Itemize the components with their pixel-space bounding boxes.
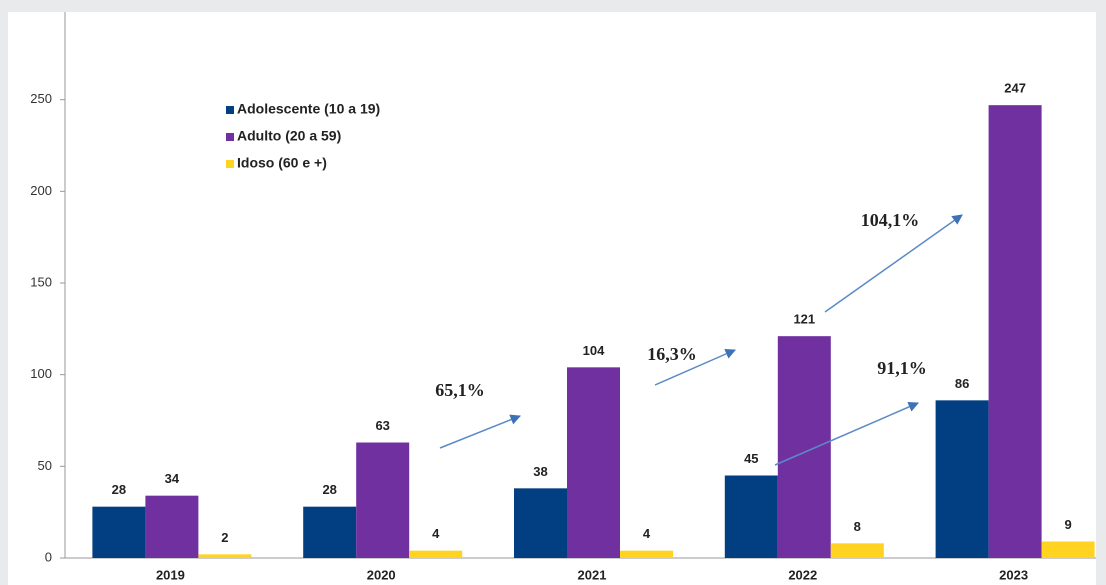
legend-swatch [226,160,234,168]
annotation: 104,1% [861,210,920,230]
bar [620,550,673,558]
value-label: 4 [432,526,440,541]
bar [935,400,989,558]
bar [988,105,1042,559]
legend-swatch [226,106,234,114]
arrow [824,214,963,313]
value-label: 2 [221,530,228,545]
bar [567,367,620,558]
legend-label: Adolescente (10 a 19) [237,101,380,117]
x-tick-label: 2019 [156,567,185,582]
bar [145,495,199,558]
value-label: 4 [643,526,651,541]
plot: 0 50 100 150 200 250 300 2019 28 34 2 2020 28 63 4 2021… [30,0,1096,582]
bar [514,488,567,558]
bar [409,550,463,558]
value-label: 28 [322,482,336,497]
value-label: 45 [744,451,758,466]
bar [92,506,146,558]
y-tick-label: 150 [30,274,52,289]
value-label: 86 [955,376,969,391]
y-tick-label: 250 [30,91,52,106]
bar [1041,541,1095,558]
bar [724,475,778,558]
bar [356,442,410,558]
y-tick-label: 200 [30,183,52,198]
bar [777,336,831,558]
value-label: 104 [583,343,605,358]
arrows [439,214,963,466]
bar [198,554,252,558]
annotation: 16,3% [647,344,697,364]
y-tick-label: 300 [30,0,52,14]
value-label: 34 [165,471,180,486]
bar [303,506,357,558]
y-tick-label: 100 [30,366,52,381]
x-tick-label: 2020 [367,567,396,582]
value-label: 38 [533,464,547,479]
arrow [774,401,919,466]
value-label: 121 [793,312,815,327]
x-tick-label: 2023 [999,567,1028,582]
value-label: 63 [375,418,389,433]
value-label: 247 [1004,81,1026,96]
legend-label: Adulto (20 a 59) [237,128,341,144]
bar [830,543,884,558]
annotation: 65,1% [435,380,485,400]
arrow [439,414,521,449]
x-tick-label: 2021 [578,567,607,582]
y-tick-label: 0 [45,549,52,564]
arrow [654,348,736,386]
legend-label: Idoso (60 e +) [237,155,327,171]
value-label: 28 [112,482,126,497]
x-tick-label: 2022 [788,567,817,582]
annotation: 91,1% [877,358,927,378]
value-label: 8 [854,519,861,534]
legend-swatch [226,133,234,141]
y-tick-label: 50 [38,458,52,473]
value-label: 9 [1064,517,1071,532]
